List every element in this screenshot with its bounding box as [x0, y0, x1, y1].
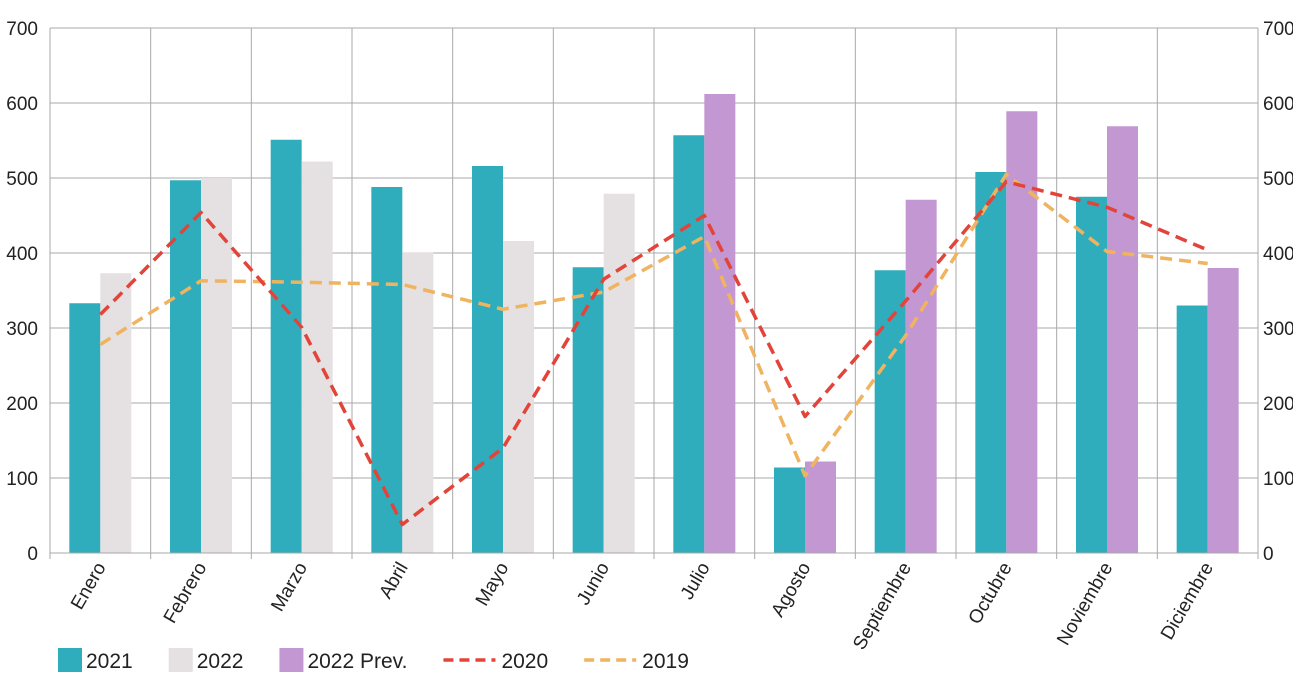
- x-tick-label-septiembre: Septiembre: [849, 559, 916, 654]
- y-tick-label-right: 200: [1263, 394, 1293, 415]
- y-tick-label-right: 300: [1263, 319, 1293, 340]
- y-tick-label-left: 300: [6, 319, 38, 340]
- x-tick-label-abril: Abril: [375, 559, 412, 602]
- legend-label-2020: 2020: [501, 650, 548, 673]
- bar-2021-septiembre: [874, 270, 906, 553]
- y-tick-label-left: 500: [6, 169, 38, 190]
- y-tick-label-right: 500: [1263, 169, 1293, 190]
- y-tick-label-right: 700: [1263, 19, 1293, 40]
- bar-2022-prev-julio: [704, 94, 736, 553]
- bar-2022-enero: [100, 273, 132, 553]
- bar-2022-junio: [603, 193, 635, 553]
- bar-2021-marzo: [270, 139, 302, 553]
- legend: 2021 2022 2022 Prev. 2020 2019: [58, 648, 689, 673]
- bar-2022-prev-septiembre: [905, 199, 937, 553]
- x-tick-label-julio: Julio: [677, 559, 715, 603]
- x-tick-label-enero: Enero: [67, 559, 111, 613]
- y-tick-label-right: 400: [1263, 244, 1293, 265]
- bar-2021-febrero: [170, 180, 201, 553]
- bar-2021-diciembre: [1176, 305, 1208, 553]
- bar-2022-febrero: [201, 178, 232, 553]
- y-tick-label-right: 600: [1263, 94, 1293, 115]
- bar-2022-prev-noviembre: [1107, 126, 1138, 553]
- legend-swatch-2022-prev: [279, 648, 304, 672]
- x-tick-label-noviembre: Noviembre: [1053, 559, 1117, 649]
- legend-label-2022: 2022: [197, 650, 244, 673]
- bar-2021-enero: [69, 303, 101, 553]
- legend-label-2019: 2019: [642, 650, 689, 673]
- grid-lines: [49, 27, 1259, 554]
- y-tick-label-left: 0: [27, 544, 38, 565]
- legend-label-2022-prev: 2022 Prev.: [307, 650, 407, 673]
- legend-swatch-2021: [58, 648, 82, 672]
- y-tick-label-left: 600: [6, 94, 38, 115]
- x-tick-label-octubre: Octubre: [965, 559, 1017, 628]
- bar-2021-mayo: [472, 166, 503, 553]
- y-tick-label-left: 700: [6, 19, 38, 40]
- line-series-2020: [99, 180, 1209, 527]
- bar-2021-octubre: [975, 172, 1007, 553]
- x-tick-label-mayo: Mayo: [472, 559, 513, 610]
- bar-2022-prev-diciembre: [1207, 268, 1239, 553]
- bar-2022-mayo: [503, 241, 534, 553]
- bar-2021-agosto: [774, 467, 805, 553]
- x-tick-label-junio: Junio: [573, 559, 614, 609]
- bar-2022-abril: [402, 252, 434, 553]
- y-tick-label-right: 0: [1263, 544, 1274, 565]
- bar-2021-junio: [572, 267, 604, 553]
- bar-2021-noviembre: [1076, 196, 1107, 553]
- legend-label-2021: 2021: [86, 650, 133, 673]
- y-axis-right: 0 100 200 300 400 500 600 700: [1263, 19, 1293, 565]
- x-tick-label-agosto: Agosto: [768, 559, 816, 621]
- y-tick-label-left: 100: [6, 469, 38, 490]
- y-tick-label-left: 200: [6, 394, 38, 415]
- bar-2022-prev-agosto: [805, 461, 836, 553]
- legend-swatch-2022: [168, 648, 193, 672]
- bar-2022-prev-octubre: [1006, 111, 1038, 553]
- y-tick-label-right: 100: [1263, 469, 1293, 490]
- x-tick-label-marzo: Marzo: [267, 559, 312, 615]
- bar-2021-julio: [673, 135, 705, 553]
- y-axis-left: 0 100 200 300 400 500 600 700: [6, 19, 38, 565]
- bar-2021-abril: [371, 187, 403, 553]
- x-axis: Enero Febrero Marzo Abril Mayo Junio Julio Agos…: [49, 552, 1259, 654]
- y-tick-label-left: 400: [6, 244, 38, 265]
- x-tick-label-diciembre: Diciembre: [1157, 559, 1218, 644]
- bars: [69, 94, 1239, 553]
- lines: [99, 172, 1209, 527]
- x-tick-label-febrero: Febrero: [160, 559, 211, 627]
